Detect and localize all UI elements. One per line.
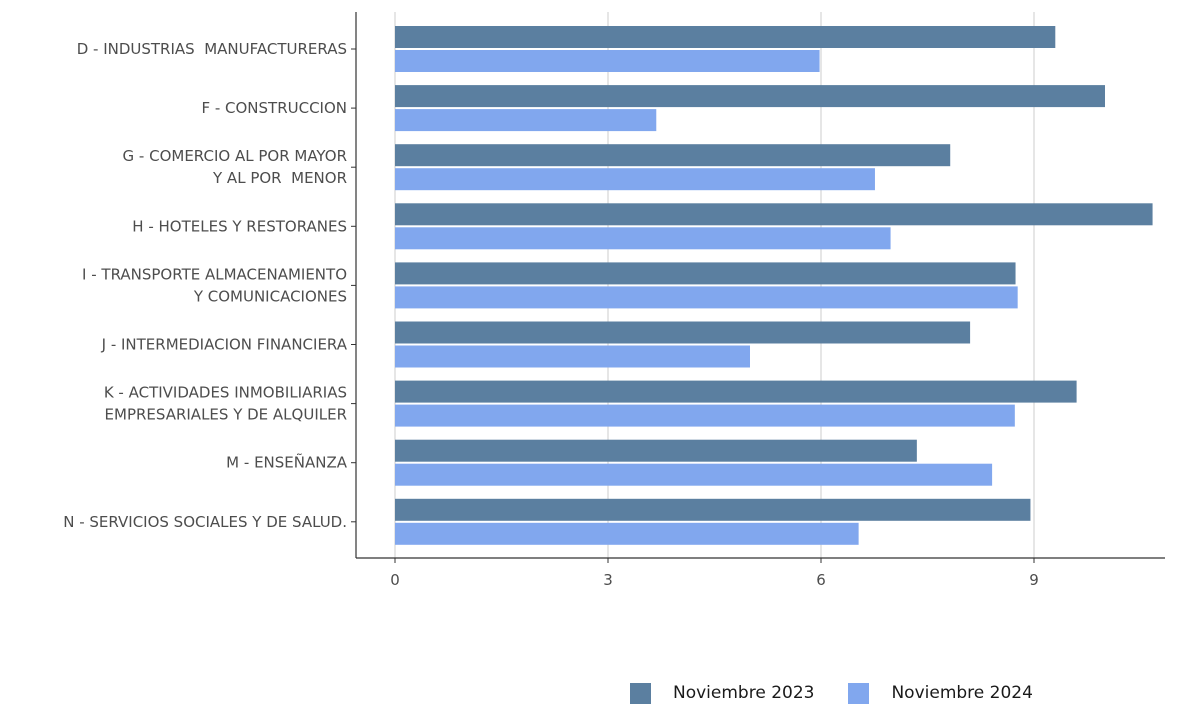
category-labels: D - INDUSTRIAS MANUFACTURERAS F - CONSTRU…	[63, 40, 356, 531]
category-label-4-line-0: I - TRANSPORTE ALMACENAMIENTO	[82, 265, 347, 283]
x-tick-label-2: 6	[816, 571, 826, 589]
bar-2023-7	[395, 439, 917, 462]
x-tick-labels: 0 3 6 9	[390, 558, 1039, 589]
bars	[395, 26, 1153, 545]
category-label-0: D - INDUSTRIAS MANUFACTURERAS	[77, 40, 347, 58]
bar-2023-1	[395, 85, 1105, 108]
bar-2023-4	[395, 262, 1016, 285]
bar-2024-4	[395, 286, 1018, 309]
legend-swatch-2023	[630, 682, 651, 704]
bar-2023-6	[395, 380, 1077, 403]
category-label-7: M - ENSEÑANZA	[226, 453, 348, 472]
bar-2023-2	[395, 144, 951, 167]
bar-2024-0	[395, 50, 820, 72]
bar-2024-1	[395, 109, 657, 132]
category-label-1: F - CONSTRUCCION	[201, 99, 347, 117]
category-label-6-line-0: K - ACTIVIDADES INMOBILIARIAS	[104, 384, 347, 402]
x-tick-label-1: 3	[603, 571, 613, 589]
legend-swatch-2024	[848, 682, 870, 704]
legend-item-2023: Noviembre 2023	[630, 682, 815, 704]
category-label-6-line-1: EMPRESARIALES Y DE ALQUILER	[105, 406, 347, 424]
bar-2024-8	[395, 522, 859, 545]
bar-2023-0	[395, 26, 1056, 48]
bar-2023-8	[395, 498, 1031, 521]
legend: Noviembre 2023 Noviembre 2024	[630, 681, 1033, 705]
category-label-8: N - SERVICIOS SOCIALES Y DE SALUD.	[63, 513, 347, 531]
legend-label-2024: Noviembre 2024	[891, 683, 1033, 703]
category-label-3: H - HOTELES Y RESTORANES	[132, 217, 347, 235]
bar-2023-5	[395, 321, 971, 344]
category-label-5: J - INTERMEDIACION FINANCIERA	[101, 336, 348, 354]
x-tick-label-0: 0	[390, 571, 400, 589]
bar-2024-6	[395, 404, 1015, 427]
legend-item-2024: Noviembre 2024	[848, 682, 1033, 704]
category-label-4-line-1: Y COMUNICACIONES	[193, 287, 347, 305]
bar-2024-2	[395, 168, 875, 191]
category-label-2-line-0: G - COMERCIO AL POR MAYOR	[123, 147, 347, 165]
x-tick-label-3: 9	[1029, 571, 1039, 589]
bar-2024-3	[395, 227, 891, 250]
bar-chart: D - INDUSTRIAS MANUFACTURERAS F - CONSTRU…	[63, 12, 1165, 589]
bar-2024-7	[395, 463, 993, 486]
bar-2023-3	[395, 203, 1153, 226]
category-label-2-line-1: Y AL POR MENOR	[212, 169, 347, 187]
legend-label-2023: Noviembre 2023	[673, 683, 815, 703]
bar-2024-5	[395, 345, 750, 368]
